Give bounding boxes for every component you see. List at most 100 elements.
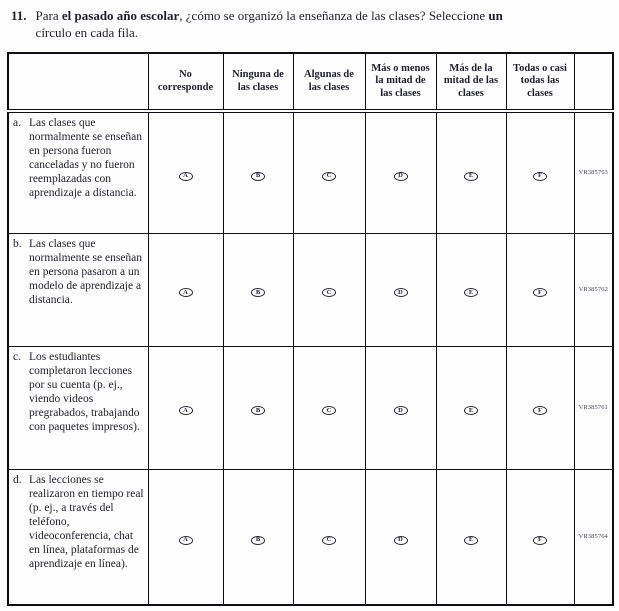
response-cell: D xyxy=(364,468,437,606)
header-corner-cell xyxy=(7,52,149,113)
response-cell: E xyxy=(435,345,507,470)
oval-letter: B xyxy=(255,171,261,179)
row-text: Las clases que normalmente se enseñan en… xyxy=(29,117,143,199)
oval-letter: E xyxy=(468,171,474,179)
oval-letter: C xyxy=(326,288,332,296)
row-text: Los estudiantes completaron lecciones po… xyxy=(29,350,140,433)
column-header-algunas: Algunas de las clases xyxy=(292,52,366,113)
response-cell: A xyxy=(147,110,224,234)
oval-letter: E xyxy=(468,535,474,543)
variable-code: VR385763 xyxy=(573,110,614,234)
response-cell: A xyxy=(147,468,224,606)
response-oval-e[interactable]: E xyxy=(464,406,478,416)
response-oval-a[interactable]: A xyxy=(178,535,193,545)
response-oval-f[interactable]: F xyxy=(533,406,547,416)
question-text-bold: el pasado año escolar xyxy=(61,8,180,23)
response-cell: E xyxy=(435,232,507,347)
response-oval-f[interactable]: F xyxy=(533,288,547,298)
table-row-a: a. Las clases que normalmente se enseñan… xyxy=(7,110,614,234)
response-oval-c[interactable]: C xyxy=(322,535,336,545)
row-letter: b. xyxy=(13,237,22,250)
oval-letter: F xyxy=(538,406,542,414)
oval-letter: C xyxy=(326,171,332,179)
response-oval-d[interactable]: D xyxy=(393,171,408,181)
question-text-bold: un xyxy=(488,8,503,23)
response-oval-e[interactable]: E xyxy=(464,535,478,545)
response-oval-d[interactable]: D xyxy=(393,406,408,416)
row-stem: a. Las clases que normalmente se enseñan… xyxy=(7,110,149,234)
row-letter: c. xyxy=(13,350,21,363)
response-oval-f[interactable]: F xyxy=(533,171,547,181)
response-cell: D xyxy=(364,232,437,347)
oval-letter: B xyxy=(255,406,261,414)
response-oval-a[interactable]: A xyxy=(178,171,193,181)
table-row-d: d. Las lecciones se realizaron en tiempo… xyxy=(7,468,614,606)
oval-letter: D xyxy=(398,171,403,179)
response-cell: D xyxy=(364,345,437,470)
row-stem: b. Las clases que normalmente se enseñan… xyxy=(7,232,149,347)
oval-letter: E xyxy=(468,406,474,414)
response-cell: B xyxy=(222,110,294,234)
response-oval-b[interactable]: B xyxy=(251,406,265,416)
row-stem: c. Los estudiantes completaron lecciones… xyxy=(7,345,149,470)
oval-letter: D xyxy=(398,288,403,296)
response-table: No corresponde Ninguna de las clases Alg… xyxy=(7,52,614,606)
oval-letter: F xyxy=(538,171,542,179)
oval-letter: B xyxy=(255,288,261,296)
response-oval-e[interactable]: E xyxy=(464,171,478,181)
response-cell: F xyxy=(505,468,575,606)
response-oval-a[interactable]: A xyxy=(178,288,193,298)
column-header-no-corresponde: No corresponde xyxy=(147,52,224,113)
oval-letter: C xyxy=(326,535,332,543)
response-oval-b[interactable]: B xyxy=(251,535,265,545)
oval-letter: C xyxy=(326,406,332,414)
oval-letter: D xyxy=(398,535,403,543)
response-oval-b[interactable]: B xyxy=(251,171,265,181)
response-oval-e[interactable]: E xyxy=(464,288,478,298)
question-number: 11. xyxy=(11,8,27,23)
response-cell: E xyxy=(435,110,507,234)
response-oval-a[interactable]: A xyxy=(178,406,193,416)
question-11: 11. Para el pasado año escolar, ¿cómo se… xyxy=(11,7,596,41)
question-text: Para el pasado año escolar, ¿cómo se org… xyxy=(36,7,591,41)
oval-letter: A xyxy=(183,288,188,296)
row-stem: d. Las lecciones se realizaron en tiempo… xyxy=(7,468,149,606)
response-oval-f[interactable]: F xyxy=(533,535,547,545)
column-header-ninguna: Ninguna de las clases xyxy=(222,52,294,113)
oval-letter: A xyxy=(183,535,188,543)
response-cell: A xyxy=(147,345,224,470)
table-row-c: c. Los estudiantes completaron lecciones… xyxy=(7,345,614,470)
response-oval-c[interactable]: C xyxy=(322,171,336,181)
response-oval-b[interactable]: B xyxy=(251,288,265,298)
response-oval-d[interactable]: D xyxy=(393,288,408,298)
column-header-todas: Todas o casi todas las clases xyxy=(505,52,575,113)
response-cell: D xyxy=(364,110,437,234)
response-cell: C xyxy=(292,232,366,347)
response-cell: C xyxy=(292,345,366,470)
header-row: No corresponde Ninguna de las clases Alg… xyxy=(7,52,614,113)
response-cell: C xyxy=(292,110,366,234)
response-cell: F xyxy=(505,232,575,347)
column-header-mas-o-menos: Más o menos la mitad de las clases xyxy=(364,52,437,113)
header-code-cell xyxy=(573,52,614,113)
response-cell: C xyxy=(292,468,366,606)
response-oval-d[interactable]: D xyxy=(393,535,408,545)
response-oval-c[interactable]: C xyxy=(322,288,336,298)
row-letter: d. xyxy=(13,473,22,486)
table-row-b: b. Las clases que normalmente se enseñan… xyxy=(7,232,614,347)
oval-letter: B xyxy=(255,535,261,543)
variable-code: VR385761 xyxy=(573,345,614,470)
response-cell: A xyxy=(147,232,224,347)
question-text-segment: , ¿cómo se organizó la enseñanza de las … xyxy=(179,8,489,23)
response-cell: F xyxy=(505,110,575,234)
variable-code: VR385764 xyxy=(573,468,614,606)
response-cell: E xyxy=(435,468,507,606)
question-text-line2: círculo en cada fila. xyxy=(35,25,139,40)
row-letter: a. xyxy=(13,117,21,129)
oval-letter: D xyxy=(398,406,403,414)
response-cell: F xyxy=(505,345,575,470)
question-text-segment: Para xyxy=(35,8,62,23)
response-cell: B xyxy=(222,468,294,606)
response-oval-c[interactable]: C xyxy=(322,406,336,416)
